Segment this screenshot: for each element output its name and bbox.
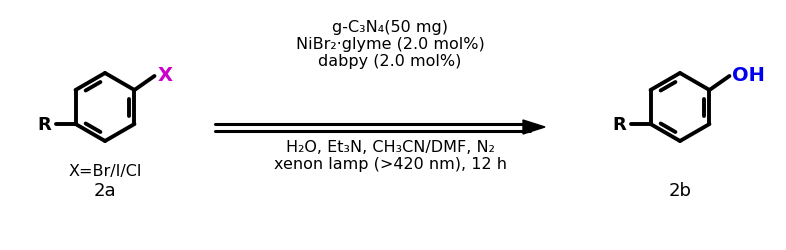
Polygon shape (523, 120, 545, 134)
Text: NiBr₂·glyme (2.0 mol%): NiBr₂·glyme (2.0 mol%) (296, 37, 484, 52)
Text: xenon lamp (>420 nm), 12 h: xenon lamp (>420 nm), 12 h (274, 156, 506, 171)
Text: dabpy (2.0 mol%): dabpy (2.0 mol%) (318, 54, 461, 69)
Text: g-C₃N₄(50 mg): g-C₃N₄(50 mg) (332, 20, 448, 35)
Text: R: R (38, 116, 52, 134)
Text: 2a: 2a (94, 181, 116, 199)
Text: H₂O, Et₃N, CH₃CN/DMF, N₂: H₂O, Et₃N, CH₃CN/DMF, N₂ (285, 140, 494, 154)
Text: OH: OH (733, 66, 766, 85)
Text: R: R (613, 116, 626, 134)
Text: 2b: 2b (669, 181, 692, 199)
Text: X=Br/I/Cl: X=Br/I/Cl (68, 163, 141, 178)
Text: X: X (157, 66, 172, 85)
